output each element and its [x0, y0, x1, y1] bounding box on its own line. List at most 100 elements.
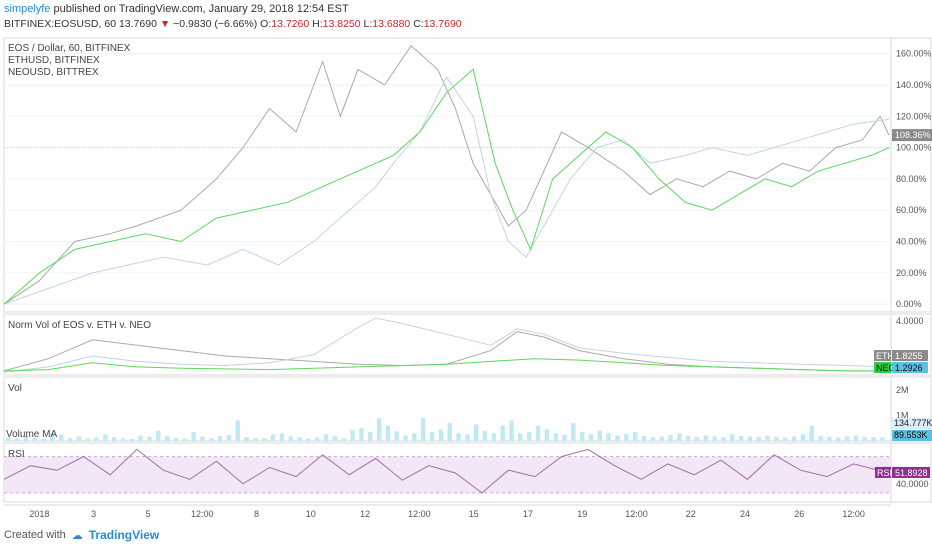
- volume-bar: [738, 435, 744, 441]
- volume-bar: [765, 435, 770, 441]
- volume-bar: [67, 438, 73, 441]
- author-link[interactable]: simpelyfe: [4, 3, 51, 15]
- high-value: 13.8250: [322, 18, 361, 30]
- volume-bar: [147, 436, 152, 441]
- time-tick-label: 12:00: [625, 509, 648, 519]
- down-arrow-icon: ▼: [159, 18, 171, 30]
- rsi-last-label: 51.8928: [895, 468, 928, 478]
- volume-bar: [535, 425, 541, 441]
- volume-bar: [862, 436, 867, 441]
- volume-bar: [270, 434, 276, 441]
- rsi-last-badge: [892, 466, 930, 478]
- volume-bar: [226, 435, 232, 441]
- volume-bar: [200, 436, 205, 441]
- high-label: H:: [312, 18, 323, 30]
- volume-bar: [341, 438, 346, 441]
- volume-bar: [129, 439, 134, 441]
- rsi-badge-label: RSI: [877, 468, 892, 478]
- eth-series-badge: [874, 350, 891, 361]
- volume-bar: [76, 436, 81, 441]
- volume-bar: [677, 433, 682, 441]
- time-tick-label: 12: [360, 509, 370, 519]
- volume-bar: [85, 438, 90, 441]
- neo-last-label: 1.2926: [895, 363, 923, 373]
- volume-bar: [403, 435, 408, 441]
- y-tick-label: 120.00%: [896, 111, 932, 121]
- volume-bar: [376, 418, 382, 441]
- volume-bar: [844, 436, 850, 441]
- low-value: 13.6880: [372, 18, 411, 30]
- series-line-1: [3, 76, 890, 305]
- volume-bar: [288, 436, 293, 441]
- volume-bar: [836, 437, 841, 441]
- y-tick-label: 2M: [896, 385, 909, 395]
- volume-bar: [323, 434, 329, 441]
- volume-bar: [156, 430, 161, 441]
- volume-bar: [527, 432, 532, 441]
- volume-bar: [606, 433, 611, 441]
- series-line-2: [3, 68, 890, 305]
- volume-bar: [659, 436, 664, 441]
- volume-bar: [447, 423, 452, 441]
- volume-bar: [756, 436, 761, 441]
- volume-bar: [182, 438, 187, 441]
- volume-bar: [429, 432, 435, 441]
- volume-bar: [438, 429, 444, 441]
- volume-bar: [800, 434, 806, 441]
- volume-bar: [235, 420, 240, 441]
- volume-bar: [32, 437, 37, 441]
- volume-bar: [315, 437, 320, 441]
- time-tick-label: 5: [145, 509, 150, 519]
- volume-bar: [747, 436, 753, 441]
- neo-series-badge: [874, 362, 891, 373]
- time-tick-label: 12:00: [191, 509, 214, 519]
- pane-frame-vol: [3, 376, 932, 442]
- volume-bar: [6, 437, 11, 441]
- volume-bar: [588, 434, 594, 441]
- legend-entry: ETHUSD, BITFINEX: [8, 55, 100, 66]
- time-tick-label: 26: [794, 509, 804, 519]
- y-tick-label: 0.00%: [896, 299, 922, 309]
- y-tick-label: 60.00%: [896, 205, 927, 215]
- price-change: −0.9830 (−6.66%): [173, 18, 258, 30]
- volume-bar: [809, 425, 814, 441]
- y-tick-label: 100.00%: [896, 143, 932, 153]
- tradingview-logo-icon: ☁: [71, 529, 83, 542]
- published-text: published on TradingView.com, January 29…: [53, 3, 349, 15]
- volume-bar: [253, 437, 258, 441]
- volume-bar: [59, 434, 64, 441]
- created-with-text: Created with: [4, 529, 66, 541]
- legend-entry: EOS / Dollar, 60, BITFINEX: [8, 43, 131, 54]
- volume-bar: [412, 433, 417, 441]
- volume-bar: [394, 431, 399, 441]
- time-tick-label: 15: [469, 509, 479, 519]
- volume-bar: [871, 437, 876, 441]
- volume-bar: [571, 423, 576, 441]
- volume-bar: [138, 435, 143, 441]
- volume-bar: [880, 437, 885, 441]
- eth-last-badge: [892, 350, 928, 361]
- volume-bar: [597, 430, 602, 441]
- norm-vol-line-0: [3, 331, 889, 372]
- volume-bar: [703, 435, 708, 441]
- volume-bar: [94, 437, 99, 441]
- volume-bar: [350, 430, 355, 441]
- time-tick-label: 24: [740, 509, 750, 519]
- pane-title: RSI: [8, 449, 25, 460]
- volume-bar: [164, 435, 170, 441]
- y-tick-label: 4.0000: [896, 316, 924, 326]
- volume-bar: [385, 425, 391, 441]
- pane-frame-main: [3, 37, 932, 313]
- tradingview-brand[interactable]: TradingView: [88, 528, 160, 542]
- volume-bar: [632, 432, 638, 441]
- volume-bar: [694, 436, 700, 441]
- volume-bar: [120, 438, 126, 441]
- y-tick-label: 80.00%: [896, 174, 927, 184]
- volume-bar: [580, 432, 585, 441]
- volume-bar: [615, 435, 620, 441]
- volume-bar: [624, 433, 629, 441]
- volume-bar: [518, 433, 523, 441]
- volume-bar: [553, 433, 558, 441]
- open-label: O:: [260, 18, 272, 30]
